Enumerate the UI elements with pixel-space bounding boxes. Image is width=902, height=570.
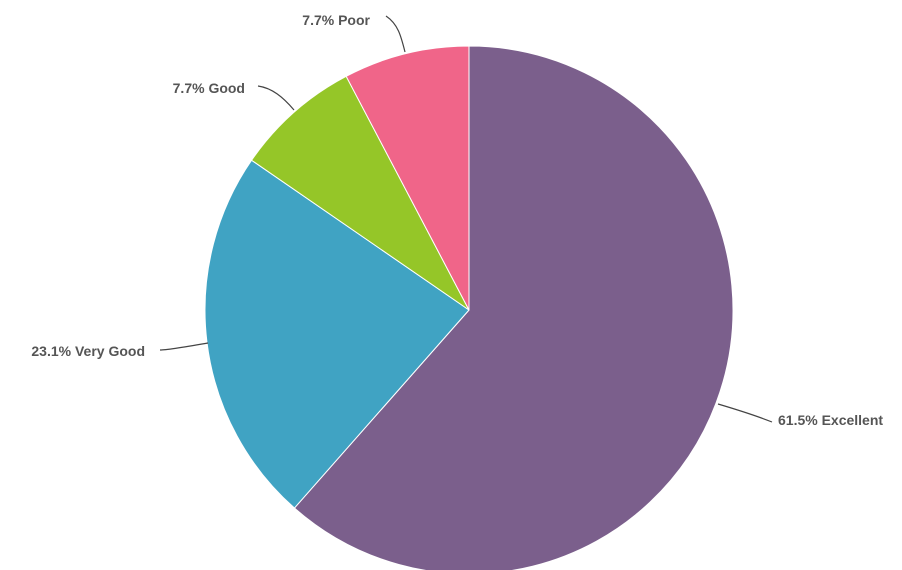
slice-label-very-good: 23.1% Very Good [31, 343, 145, 359]
leader-line-good [257, 85, 295, 111]
pie-slice-excellent [293, 45, 734, 570]
leader-line-excellent [717, 403, 773, 423]
pie-slices [204, 45, 734, 570]
slice-label-excellent: 61.5% Excellent [778, 412, 883, 428]
pie-slice-very-good [204, 159, 470, 509]
pie-slice-good [250, 75, 470, 311]
leader-lines [159, 15, 773, 423]
leader-line-poor [385, 15, 406, 53]
slice-label-poor: 7.7% Poor [302, 12, 370, 28]
slice-labels: 61.5% Excellent 23.1% Very Good 7.7% Good 7… [31, 12, 883, 428]
leader-line-very-good [159, 342, 209, 351]
slice-label-good: 7.7% Good [173, 80, 245, 96]
pie-slice-poor [345, 45, 470, 311]
